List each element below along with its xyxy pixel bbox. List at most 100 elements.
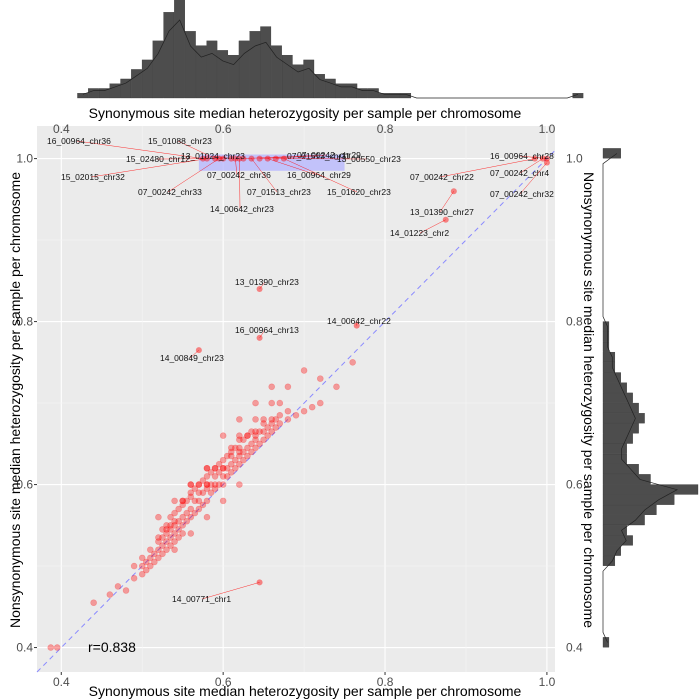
data-point bbox=[90, 599, 97, 607]
histogram-bar bbox=[88, 88, 99, 99]
data-point bbox=[167, 542, 174, 549]
data-point bbox=[203, 513, 211, 521]
data-point bbox=[187, 513, 195, 521]
data-point bbox=[227, 448, 235, 456]
data-point bbox=[211, 485, 219, 492]
data-point bbox=[195, 481, 203, 488]
point-label: 07_00242_chr4 bbox=[490, 168, 549, 178]
histogram-bar bbox=[602, 494, 675, 505]
histogram-bar bbox=[572, 93, 584, 99]
data-point bbox=[114, 583, 122, 590]
label-leader-line bbox=[201, 582, 260, 600]
label-leader-line bbox=[210, 155, 232, 159]
data-point bbox=[248, 440, 255, 448]
y-tick-label-right: 0.4 bbox=[566, 641, 583, 655]
correlation-label: r=0.838 bbox=[88, 639, 136, 655]
data-point bbox=[130, 574, 138, 582]
y-tick-label: 0.8 bbox=[16, 315, 33, 329]
point-label: 14_00771_chr1 bbox=[172, 594, 231, 604]
label-leader-line bbox=[243, 154, 328, 159]
data-point bbox=[211, 464, 219, 472]
data-point bbox=[151, 550, 158, 558]
data-point bbox=[203, 464, 211, 472]
point-label: 16_00964_chr28 bbox=[490, 151, 554, 161]
label-leader-line bbox=[519, 162, 548, 195]
point-label: 16_00964_chr13 bbox=[235, 325, 299, 335]
data-point bbox=[147, 562, 154, 570]
data-point bbox=[276, 399, 284, 407]
data-point bbox=[183, 497, 191, 505]
data-point bbox=[183, 509, 191, 517]
y-tick-label: 0.6 bbox=[16, 478, 33, 492]
data-point bbox=[227, 460, 235, 468]
point-label: 15_01088_chr23 bbox=[148, 136, 212, 146]
label-leader-line bbox=[259, 329, 266, 339]
data-point bbox=[236, 481, 243, 488]
data-point bbox=[252, 436, 259, 444]
data-point bbox=[227, 452, 235, 460]
point-label: 14_00642_chr22 bbox=[327, 316, 391, 326]
label-leader-line bbox=[439, 158, 535, 178]
data-point bbox=[252, 432, 259, 439]
histogram-bar bbox=[602, 372, 621, 383]
histogram-bar bbox=[324, 78, 336, 99]
data-point bbox=[252, 444, 259, 452]
data-point bbox=[260, 428, 267, 435]
data-point bbox=[215, 460, 223, 468]
x-tick-label: 0.8 bbox=[377, 675, 394, 689]
data-point bbox=[203, 464, 211, 472]
data-point bbox=[106, 591, 114, 598]
x-tick-label: 0.4 bbox=[53, 675, 70, 689]
data-point bbox=[179, 497, 186, 505]
data-point bbox=[147, 546, 154, 554]
data-point bbox=[219, 497, 227, 505]
histogram-bar bbox=[602, 545, 621, 556]
data-point bbox=[187, 489, 195, 497]
label-leader-line bbox=[419, 219, 446, 234]
data-point bbox=[171, 530, 178, 537]
label-leader-line bbox=[519, 155, 547, 159]
histogram-bar bbox=[602, 402, 639, 414]
data-point bbox=[252, 428, 259, 435]
density-curve bbox=[82, 19, 579, 99]
data-point bbox=[163, 538, 170, 545]
data-point bbox=[147, 554, 154, 562]
data-point bbox=[284, 416, 292, 423]
data-point bbox=[236, 444, 243, 452]
data-point bbox=[163, 526, 170, 533]
label-leader-line bbox=[76, 140, 203, 159]
data-point bbox=[316, 375, 324, 382]
data-point bbox=[187, 481, 195, 488]
data-point bbox=[142, 566, 150, 574]
x-tick-label: 1.0 bbox=[539, 675, 556, 689]
data-point bbox=[203, 473, 211, 480]
data-point bbox=[223, 473, 231, 480]
data-point bbox=[244, 432, 251, 439]
data-point bbox=[248, 448, 255, 456]
data-point bbox=[155, 538, 162, 545]
data-point bbox=[256, 440, 263, 448]
histogram-bar bbox=[346, 83, 358, 99]
histogram-bar bbox=[367, 88, 379, 99]
histogram-bar bbox=[602, 535, 633, 546]
y-tick-label-right: 0.8 bbox=[566, 315, 583, 329]
data-point bbox=[171, 522, 178, 529]
data-point bbox=[219, 464, 227, 472]
data-point bbox=[155, 554, 162, 562]
data-point bbox=[236, 452, 243, 460]
data-point bbox=[159, 550, 166, 558]
label-leader-line bbox=[235, 158, 238, 176]
data-point bbox=[260, 436, 267, 444]
x-tick-label-top: 1.0 bbox=[539, 122, 556, 136]
data-point bbox=[252, 399, 259, 407]
data-point bbox=[195, 489, 203, 497]
data-point bbox=[167, 526, 174, 533]
histogram-bar bbox=[602, 362, 616, 373]
data-point bbox=[159, 542, 166, 549]
data-point bbox=[276, 420, 284, 427]
data-point bbox=[167, 522, 174, 529]
data-point bbox=[268, 383, 276, 391]
label-leader-line bbox=[251, 158, 278, 193]
x-tick-label: 0.6 bbox=[215, 675, 232, 689]
histogram-bar bbox=[357, 88, 368, 99]
